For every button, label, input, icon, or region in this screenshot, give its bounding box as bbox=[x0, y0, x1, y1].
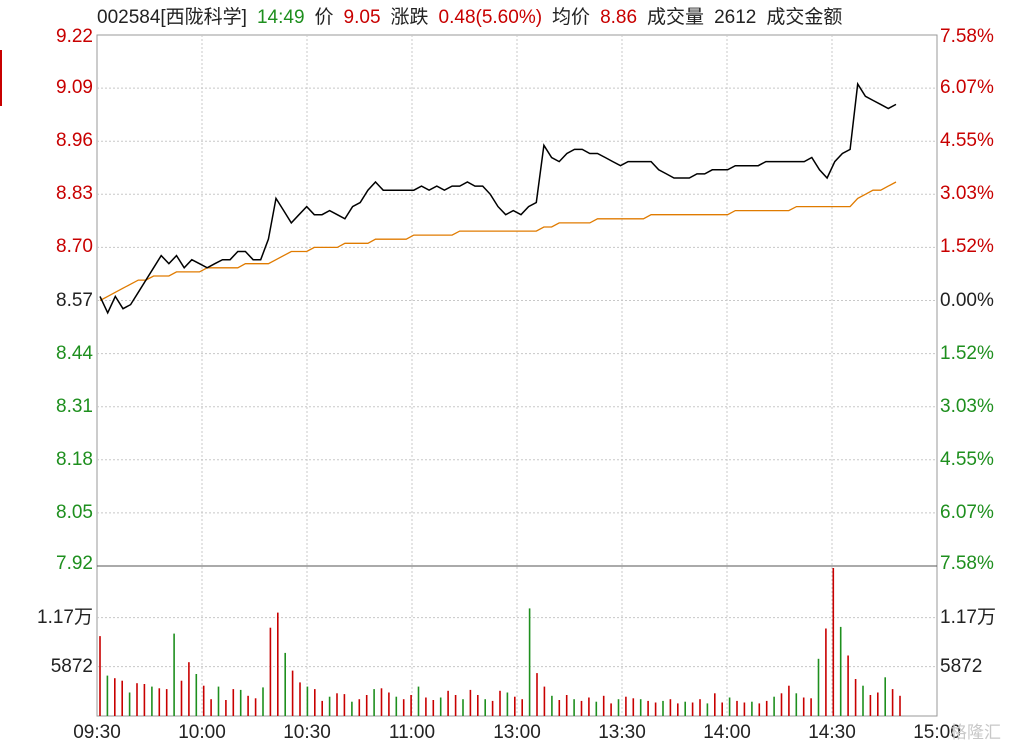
change-label: 涨跌 bbox=[390, 7, 429, 28]
quote-time: 14:49 bbox=[256, 7, 305, 28]
quote-header: 002584[西陇科学] 14:49 价 9.05 涨跌 0.48(5.60%) 均价 8.8… bbox=[97, 6, 929, 30]
right-pct-tick: 6.07% bbox=[940, 77, 994, 99]
avg-price-line bbox=[99, 181, 897, 302]
time-tick: 13:30 bbox=[598, 722, 646, 743]
left-price-tick: 8.31 bbox=[56, 395, 93, 417]
watermark-logo: 格隆汇 bbox=[950, 723, 1001, 742]
left-volume-tick: 5872 bbox=[50, 655, 93, 677]
left-price-tick: 8.05 bbox=[56, 501, 93, 523]
time-tick: 13:00 bbox=[493, 722, 541, 743]
left-price-tick: 9.09 bbox=[56, 77, 93, 99]
right-pct-tick: 6.07% bbox=[940, 501, 994, 523]
left-volume-tick: 1.17万 bbox=[37, 606, 93, 628]
right-pct-tick: 4.55% bbox=[940, 130, 994, 152]
time-tick: 09:30 bbox=[73, 722, 121, 743]
right-volume-tick: 1.17万 bbox=[940, 606, 996, 628]
price-label: 价 bbox=[314, 7, 334, 28]
left-price-tick: 8.83 bbox=[56, 183, 93, 205]
avg-price-label: 均价 bbox=[552, 7, 591, 28]
volume-value: 2612 bbox=[714, 7, 757, 28]
time-tick: 10:00 bbox=[178, 722, 226, 743]
volume-label: 成交量 bbox=[647, 7, 705, 28]
right-pct-tick: 3.03% bbox=[940, 183, 994, 205]
amount-label: 成交金额 bbox=[766, 7, 843, 28]
time-tick: 14:30 bbox=[808, 722, 856, 743]
right-pct-tick: 7.58% bbox=[940, 553, 994, 574]
stock-code: 002584[西陇科学] bbox=[97, 7, 247, 28]
change-value: 0.48(5.60%) bbox=[438, 7, 543, 28]
time-tick: 15:00 bbox=[913, 722, 961, 743]
left-price-tick: 8.96 bbox=[56, 130, 93, 152]
time-tick: 11:00 bbox=[388, 722, 436, 743]
left-price-tick: 8.57 bbox=[56, 289, 93, 311]
left-price-tick: 9.22 bbox=[56, 26, 93, 47]
left-price-tick: 8.70 bbox=[56, 236, 93, 258]
right-pct-tick: 4.55% bbox=[940, 448, 994, 470]
price-line bbox=[99, 81, 897, 315]
right-volume-tick: 5872 bbox=[940, 655, 983, 677]
time-tick: 14:00 bbox=[703, 722, 751, 743]
left-edge-accent bbox=[0, 50, 2, 106]
right-pct-tick: 7.58% bbox=[940, 26, 994, 47]
right-pct-tick: 1.52% bbox=[940, 342, 994, 364]
avg-price-value: 8.86 bbox=[600, 7, 638, 28]
volume-bars bbox=[99, 568, 901, 716]
chart-grid bbox=[96, 34, 938, 717]
right-pct-tick: 1.52% bbox=[940, 236, 994, 258]
left-price-tick: 8.18 bbox=[56, 448, 93, 470]
price-lines bbox=[99, 81, 897, 315]
price-value: 9.05 bbox=[343, 7, 381, 28]
left-price-tick: 7.92 bbox=[56, 553, 93, 574]
right-pct-tick: 0.00% bbox=[940, 289, 994, 311]
left-price-tick: 8.44 bbox=[56, 342, 93, 364]
time-tick: 10:30 bbox=[283, 722, 331, 743]
right-pct-tick: 3.03% bbox=[940, 395, 994, 417]
